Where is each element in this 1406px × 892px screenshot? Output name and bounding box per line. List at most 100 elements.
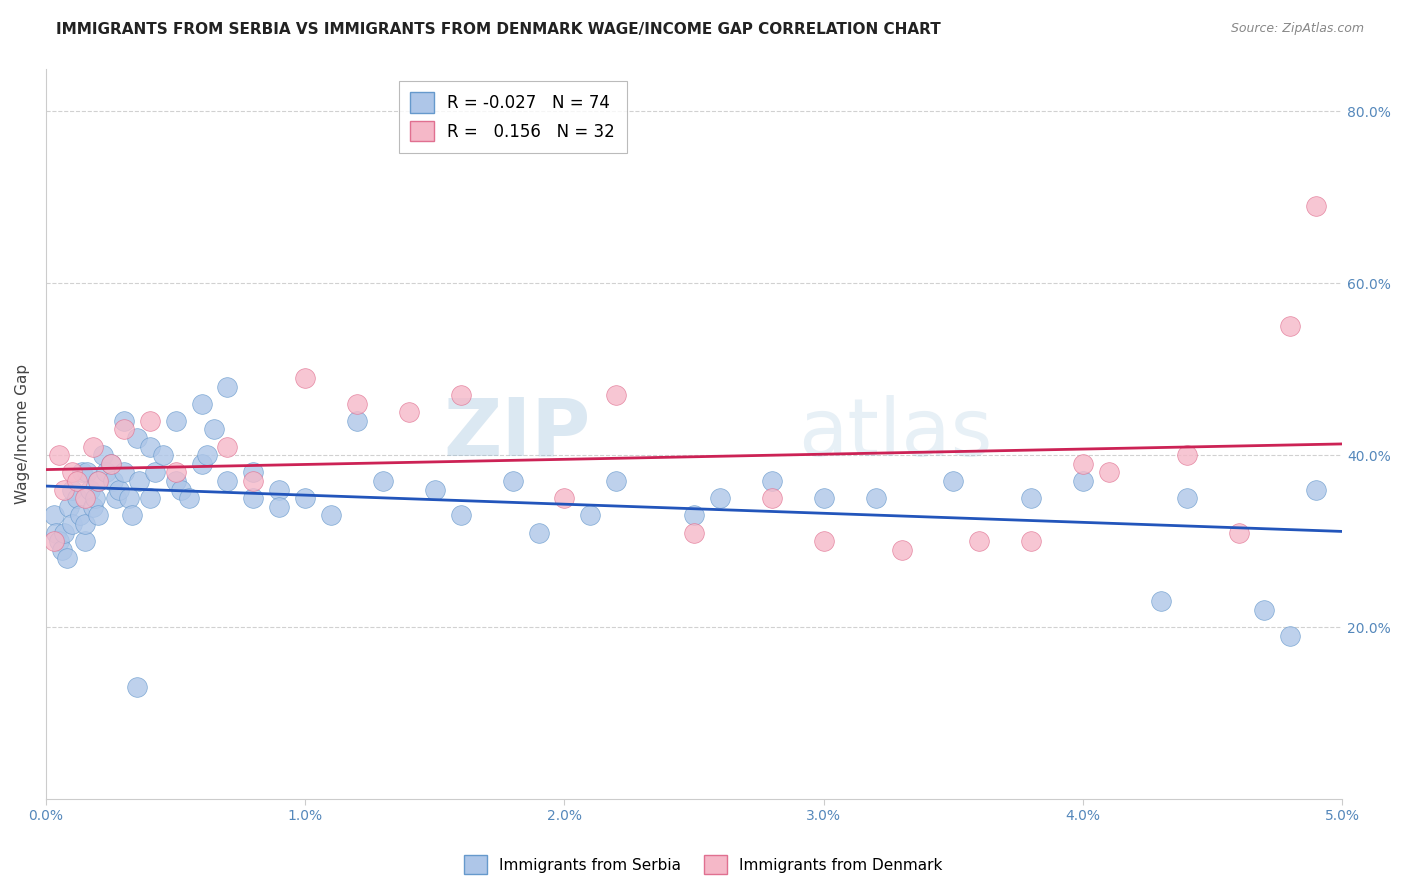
Point xyxy=(346,414,368,428)
Point xyxy=(125,431,148,445)
Legend: Immigrants from Serbia, Immigrants from Denmark: Immigrants from Serbia, Immigrants from … xyxy=(457,849,949,880)
Point xyxy=(60,516,83,531)
Point xyxy=(242,466,264,480)
Text: ZIP: ZIP xyxy=(443,395,591,473)
Point xyxy=(66,491,89,506)
Point xyxy=(138,440,160,454)
Point xyxy=(170,483,193,497)
Point xyxy=(269,483,291,497)
Point xyxy=(45,525,67,540)
Point xyxy=(58,500,80,514)
Point xyxy=(53,483,76,497)
Point xyxy=(138,414,160,428)
Point xyxy=(60,483,83,497)
Point xyxy=(217,379,239,393)
Point xyxy=(683,508,706,523)
Point xyxy=(813,534,835,549)
Point xyxy=(82,500,104,514)
Point xyxy=(48,448,70,462)
Point xyxy=(72,466,94,480)
Point xyxy=(112,422,135,436)
Point xyxy=(125,681,148,695)
Point xyxy=(128,474,150,488)
Point xyxy=(100,457,122,471)
Point xyxy=(709,491,731,506)
Point xyxy=(217,440,239,454)
Point xyxy=(294,491,316,506)
Point xyxy=(605,388,627,402)
Point xyxy=(53,525,76,540)
Point xyxy=(195,448,218,462)
Point xyxy=(1071,457,1094,471)
Point xyxy=(190,397,212,411)
Point xyxy=(73,491,96,506)
Point xyxy=(269,500,291,514)
Point xyxy=(813,491,835,506)
Point xyxy=(890,542,912,557)
Point xyxy=(82,440,104,454)
Point xyxy=(55,551,77,566)
Point xyxy=(1150,594,1173,608)
Point xyxy=(143,466,166,480)
Point xyxy=(1253,603,1275,617)
Point xyxy=(865,491,887,506)
Text: Source: ZipAtlas.com: Source: ZipAtlas.com xyxy=(1230,22,1364,36)
Point xyxy=(217,474,239,488)
Point xyxy=(73,516,96,531)
Point xyxy=(100,457,122,471)
Point xyxy=(346,397,368,411)
Point xyxy=(371,474,394,488)
Point xyxy=(1227,525,1250,540)
Point xyxy=(87,474,110,488)
Point xyxy=(242,491,264,506)
Point xyxy=(112,414,135,428)
Point xyxy=(1175,448,1198,462)
Point xyxy=(91,448,114,462)
Point xyxy=(1305,199,1327,213)
Point xyxy=(204,422,226,436)
Point xyxy=(165,414,187,428)
Point xyxy=(165,474,187,488)
Point xyxy=(165,466,187,480)
Point xyxy=(60,466,83,480)
Point xyxy=(42,534,65,549)
Point xyxy=(138,491,160,506)
Point xyxy=(118,491,141,506)
Text: atlas: atlas xyxy=(797,395,993,473)
Point xyxy=(51,542,73,557)
Point xyxy=(94,466,117,480)
Point xyxy=(104,491,127,506)
Point xyxy=(73,534,96,549)
Point xyxy=(502,474,524,488)
Point xyxy=(87,508,110,523)
Point xyxy=(103,474,125,488)
Point xyxy=(527,525,550,540)
Point xyxy=(450,508,472,523)
Point xyxy=(1305,483,1327,497)
Point xyxy=(1098,466,1121,480)
Point xyxy=(152,448,174,462)
Point xyxy=(683,525,706,540)
Point xyxy=(605,474,627,488)
Point xyxy=(761,474,783,488)
Point xyxy=(66,474,89,488)
Text: IMMIGRANTS FROM SERBIA VS IMMIGRANTS FROM DENMARK WAGE/INCOME GAP CORRELATION CH: IMMIGRANTS FROM SERBIA VS IMMIGRANTS FRO… xyxy=(56,22,941,37)
Point xyxy=(398,405,420,419)
Point xyxy=(42,508,65,523)
Point xyxy=(79,483,101,497)
Point xyxy=(761,491,783,506)
Point xyxy=(942,474,965,488)
Point xyxy=(1019,534,1042,549)
Point xyxy=(423,483,446,497)
Point xyxy=(48,534,70,549)
Point xyxy=(1279,319,1302,334)
Point xyxy=(1019,491,1042,506)
Point xyxy=(321,508,343,523)
Point xyxy=(76,466,98,480)
Point xyxy=(294,371,316,385)
Point xyxy=(1071,474,1094,488)
Point xyxy=(112,466,135,480)
Legend: R = -0.027   N = 74, R =   0.156   N = 32: R = -0.027 N = 74, R = 0.156 N = 32 xyxy=(399,80,627,153)
Point xyxy=(87,474,110,488)
Point xyxy=(121,508,143,523)
